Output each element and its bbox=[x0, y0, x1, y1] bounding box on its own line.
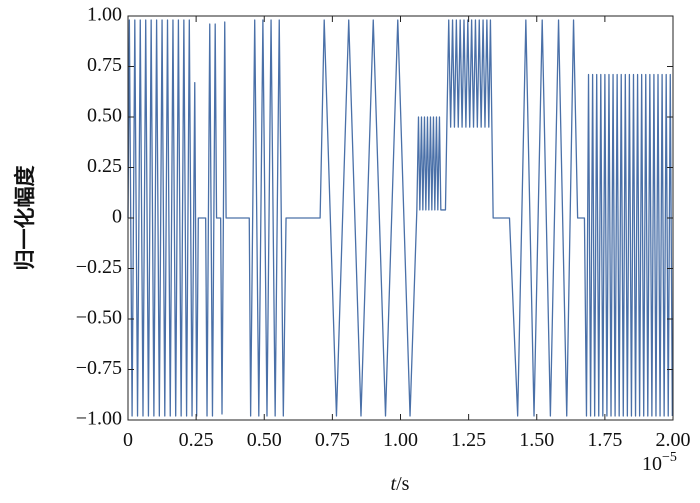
y-tick-label: 0.75 bbox=[87, 54, 122, 76]
x-axis-symbol: t bbox=[391, 473, 397, 495]
y-tick-label: −1.00 bbox=[76, 408, 122, 430]
x-tick-label: 0.75 bbox=[315, 429, 350, 451]
plot-frame bbox=[127, 15, 674, 421]
y-tick-label: 0.25 bbox=[87, 155, 122, 177]
y-tick-label: 0 bbox=[112, 206, 122, 228]
y-axis-label: 归一化幅度 bbox=[13, 166, 37, 271]
x-axis-label: t/s bbox=[391, 473, 410, 495]
x-tick-label: 1.25 bbox=[451, 429, 486, 451]
x-tick-label: 0.25 bbox=[179, 429, 214, 451]
x-tick-label: 2.00 bbox=[656, 429, 691, 451]
y-tick-label: −0.75 bbox=[76, 357, 122, 379]
x-offset: 10−5 bbox=[642, 450, 677, 475]
y-tick-label: −0.25 bbox=[76, 256, 122, 278]
x-offset-base: 10 bbox=[642, 453, 662, 475]
line-series bbox=[127, 19, 673, 417]
y-tick-label: 0.50 bbox=[87, 105, 122, 127]
x-tick-label: 1.00 bbox=[383, 429, 418, 451]
x-offset-exponent: −5 bbox=[662, 450, 677, 465]
y-tick-label: 1.00 bbox=[87, 4, 122, 26]
x-tick-label: 0.50 bbox=[247, 429, 282, 451]
x-tick-label: 1.75 bbox=[587, 429, 622, 451]
x-axis-unit: /s bbox=[396, 473, 410, 495]
x-tick-label: 0 bbox=[123, 429, 133, 451]
y-tick-label: −0.50 bbox=[76, 307, 122, 329]
x-tick-label: 1.50 bbox=[519, 429, 554, 451]
